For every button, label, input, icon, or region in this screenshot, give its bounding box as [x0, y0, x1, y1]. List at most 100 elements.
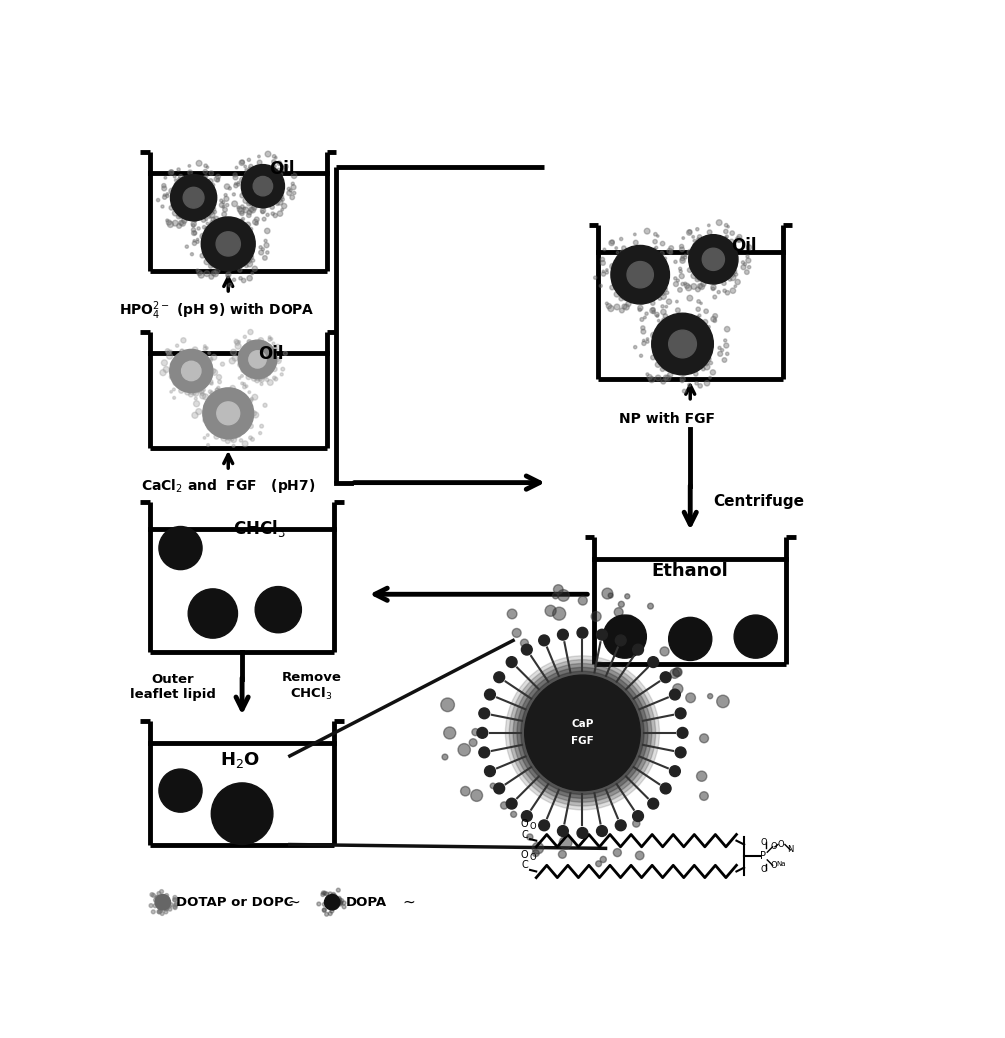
Circle shape: [678, 267, 681, 270]
Circle shape: [252, 169, 255, 172]
Circle shape: [261, 248, 264, 251]
Circle shape: [246, 213, 251, 218]
Circle shape: [209, 210, 212, 213]
Circle shape: [191, 227, 196, 231]
Circle shape: [231, 438, 233, 441]
Circle shape: [323, 908, 327, 912]
Circle shape: [653, 233, 657, 236]
Circle shape: [697, 315, 700, 317]
Circle shape: [179, 388, 184, 393]
Circle shape: [233, 172, 237, 177]
Circle shape: [713, 313, 718, 319]
Circle shape: [702, 320, 708, 324]
Circle shape: [203, 417, 208, 422]
Circle shape: [748, 266, 751, 269]
Circle shape: [730, 275, 736, 280]
Circle shape: [642, 339, 645, 342]
Circle shape: [514, 663, 651, 802]
Circle shape: [600, 257, 605, 262]
Circle shape: [271, 212, 274, 215]
Circle shape: [177, 223, 182, 228]
Text: CaP: CaP: [571, 718, 594, 729]
Circle shape: [272, 348, 276, 352]
Circle shape: [737, 235, 742, 240]
Circle shape: [702, 248, 725, 270]
Circle shape: [711, 370, 716, 375]
Circle shape: [275, 195, 280, 200]
Circle shape: [603, 248, 606, 251]
Circle shape: [219, 218, 225, 224]
Circle shape: [656, 315, 658, 318]
Circle shape: [704, 364, 710, 370]
Circle shape: [724, 229, 728, 234]
Text: Oil: Oil: [269, 160, 294, 179]
Circle shape: [208, 390, 212, 393]
Circle shape: [204, 260, 209, 265]
Circle shape: [163, 366, 169, 373]
Circle shape: [209, 274, 214, 279]
Circle shape: [597, 629, 607, 640]
Circle shape: [708, 326, 711, 328]
Circle shape: [268, 337, 271, 342]
Circle shape: [616, 257, 619, 260]
Circle shape: [159, 907, 163, 910]
Circle shape: [730, 239, 734, 244]
Circle shape: [342, 905, 346, 909]
Circle shape: [276, 168, 281, 173]
Circle shape: [239, 177, 245, 183]
Circle shape: [226, 272, 231, 277]
Circle shape: [619, 297, 623, 301]
Circle shape: [165, 894, 169, 898]
Circle shape: [709, 377, 712, 379]
Text: Outer
leaflet lipid: Outer leaflet lipid: [130, 673, 216, 701]
Circle shape: [152, 894, 156, 897]
Circle shape: [689, 367, 693, 372]
Circle shape: [680, 379, 683, 383]
Circle shape: [171, 361, 176, 367]
Circle shape: [247, 199, 253, 204]
Circle shape: [693, 372, 698, 376]
Text: O: O: [521, 819, 529, 828]
Circle shape: [239, 353, 241, 355]
Circle shape: [234, 390, 239, 394]
Circle shape: [156, 897, 159, 901]
Circle shape: [253, 202, 258, 208]
Circle shape: [264, 228, 270, 234]
Circle shape: [205, 174, 208, 177]
Circle shape: [155, 896, 159, 900]
Circle shape: [253, 342, 256, 345]
Circle shape: [169, 188, 175, 194]
Circle shape: [601, 261, 605, 266]
Circle shape: [289, 195, 294, 199]
Circle shape: [283, 168, 287, 171]
Circle shape: [638, 305, 643, 310]
Circle shape: [601, 272, 606, 276]
Circle shape: [667, 248, 672, 253]
Circle shape: [661, 286, 667, 292]
Circle shape: [214, 176, 219, 182]
Circle shape: [237, 362, 243, 367]
Circle shape: [624, 616, 634, 625]
Circle shape: [152, 910, 155, 913]
Circle shape: [693, 243, 696, 246]
Circle shape: [209, 171, 213, 175]
Circle shape: [289, 189, 292, 192]
Circle shape: [243, 394, 246, 398]
Circle shape: [162, 184, 166, 188]
Circle shape: [163, 195, 167, 199]
Circle shape: [733, 244, 736, 247]
Circle shape: [602, 270, 605, 273]
Circle shape: [292, 191, 295, 195]
Circle shape: [735, 273, 738, 276]
Circle shape: [210, 221, 215, 225]
Circle shape: [731, 269, 737, 274]
Circle shape: [255, 378, 259, 383]
Circle shape: [266, 213, 269, 217]
Circle shape: [248, 164, 253, 169]
Circle shape: [176, 215, 181, 219]
Circle shape: [173, 175, 176, 177]
Circle shape: [234, 339, 238, 344]
Circle shape: [173, 896, 177, 899]
Circle shape: [683, 255, 686, 260]
Circle shape: [232, 193, 235, 196]
